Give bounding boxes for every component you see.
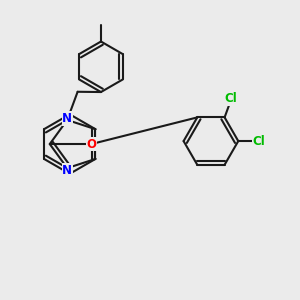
Text: Cl: Cl	[224, 92, 237, 105]
Text: O: O	[86, 138, 96, 151]
Text: Cl: Cl	[253, 135, 266, 148]
Text: N: N	[62, 164, 72, 177]
Text: N: N	[62, 112, 72, 125]
